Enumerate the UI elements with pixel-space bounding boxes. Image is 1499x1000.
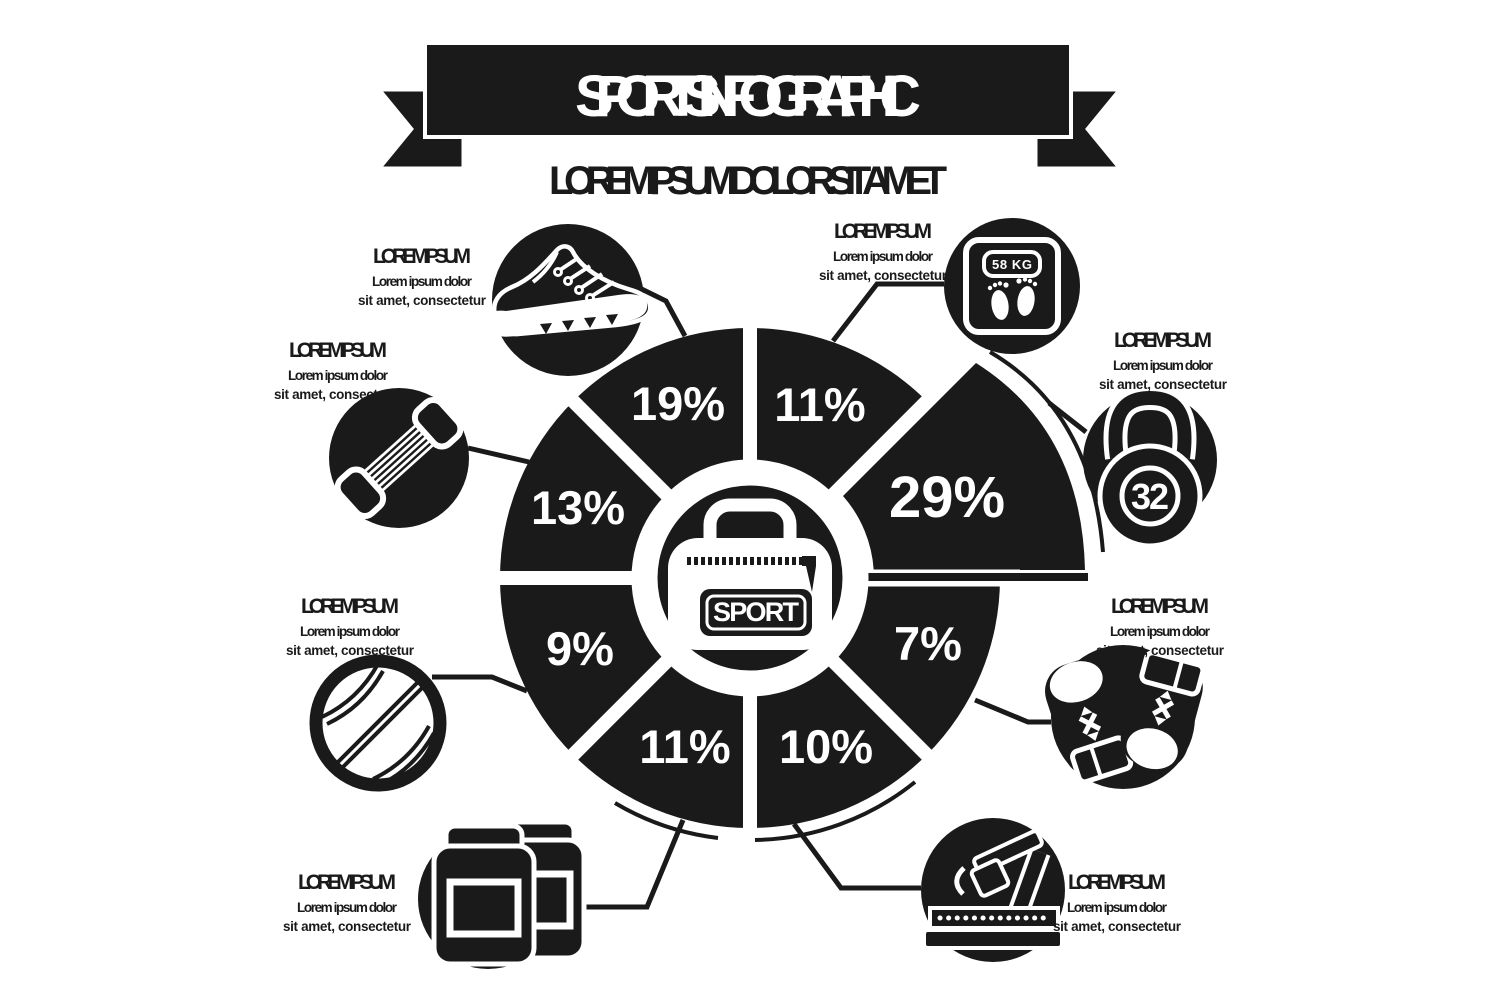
segment-value-7: 7% xyxy=(894,617,962,670)
poster-title: SPORTS INFOGRAPHIC xyxy=(575,64,921,129)
callout-line2: sit amet, consectetur xyxy=(819,268,948,283)
kettlebell-weight-value: 32 xyxy=(1131,476,1169,517)
pie-segment-19 xyxy=(573,327,750,495)
weight-scale-icon: 58 KG xyxy=(963,237,1061,335)
callout-treadmill: LOREM IPSUM Lorem ipsum dolor sit amet, … xyxy=(791,818,1182,962)
pie-segment-9 xyxy=(499,578,667,755)
segment-value-13: 13% xyxy=(531,481,625,534)
treadmill-icon xyxy=(922,829,1064,950)
segment-value-29: 29% xyxy=(889,465,1005,530)
callout-line1: Lorem ipsum dolor xyxy=(833,249,934,264)
callout-line2: sit amet, consectetur xyxy=(1099,377,1228,392)
segment-value-19: 19% xyxy=(631,377,725,430)
callout-title: LOREM IPSUM xyxy=(1111,595,1209,618)
callout-line1: Lorem ipsum dolor xyxy=(1067,900,1168,915)
pie-segment-11-bottom-left xyxy=(573,661,750,828)
pie-segment-13 xyxy=(499,401,667,578)
callout-boxing-gloves: LOREM IPSUM Lorem ipsum dolor sit amet, … xyxy=(974,595,1225,789)
callout-line1: Lorem ipsum dolor xyxy=(297,900,398,915)
boxing-gloves-icon xyxy=(1045,650,1206,785)
connector-line xyxy=(791,822,921,891)
connector-line xyxy=(831,281,944,343)
hand-expander-icon xyxy=(334,396,464,520)
callout-line2: sit amet, consectetur xyxy=(1053,919,1182,934)
callout-line2: sit amet, consectetur xyxy=(1096,643,1225,658)
connector-line xyxy=(1047,401,1088,434)
callout-hand-expander: LOREM IPSUM Lorem ipsum dolor sit amet, … xyxy=(274,339,530,528)
segment-value-11-bottom: 11% xyxy=(639,720,730,773)
title-ribbon: SPORTS INFOGRAPHIC xyxy=(376,41,1123,170)
basketball-seams xyxy=(321,663,436,788)
callout-title: LOREM IPSUM xyxy=(834,220,932,243)
callout-line1: Lorem ipsum dolor xyxy=(1110,624,1211,639)
callout-line1: Lorem ipsum dolor xyxy=(372,274,473,289)
pie-segment-29-exploded xyxy=(843,363,1085,570)
pie-segment-7 xyxy=(833,578,1000,755)
callout-title: LOREM IPSUM xyxy=(298,871,396,894)
pie-segment-10 xyxy=(750,661,927,829)
callout-line1: Lorem ipsum dolor xyxy=(288,368,389,383)
callout-line1: Lorem ipsum dolor xyxy=(300,624,401,639)
pie-chart: SPORT 19% 11% 29% 7% 10% 11% 9% 13% xyxy=(492,320,1105,842)
running-shoe-icon xyxy=(486,244,653,337)
connector-line xyxy=(432,674,528,694)
segment-value-11-top: 11% xyxy=(774,378,865,431)
bag-label: SPORT xyxy=(713,597,800,627)
callout-protein-jars: LOREM IPSUM Lorem ipsum dolor sit amet, … xyxy=(283,819,686,969)
callout-line1: Lorem ipsum dolor xyxy=(1113,358,1214,373)
callout-kettlebell: 32 LOREM IPSUM Lorem ipsum dolor sit ame… xyxy=(1047,329,1228,549)
segment-value-9: 9% xyxy=(546,622,614,675)
poster-subtitle: LOREM IPSUM DOLOR SIT AMET xyxy=(549,159,947,203)
sport-bag-icon: SPORT xyxy=(668,498,832,650)
callout-title: LOREM IPSUM xyxy=(1114,329,1212,352)
hub-ring xyxy=(631,459,869,697)
callout-title: LOREM IPSUM xyxy=(1068,871,1166,894)
decorative-offset-arcs xyxy=(613,350,1105,842)
protein-jars-icon xyxy=(431,819,587,967)
connector-line xyxy=(467,445,530,465)
callout-title: LOREM IPSUM xyxy=(373,245,471,268)
callout-line2: sit amet, consectetur xyxy=(274,387,403,402)
callout-line2: sit amet, consectetur xyxy=(286,643,415,658)
callout-running-shoe: LOREM IPSUM Lorem ipsum dolor sit amet, … xyxy=(358,224,688,376)
callout-weight-scale: 58 KG LOREM IPSUM Lorem ipsum dolor sit … xyxy=(819,218,1080,354)
scale-display-value: 58 KG xyxy=(992,257,1032,272)
pie-segment-11-top-right xyxy=(750,327,927,495)
callout-title: LOREM IPSUM xyxy=(289,339,387,362)
callout-line2: sit amet, consectetur xyxy=(358,293,487,308)
callout-line2: sit amet, consectetur xyxy=(283,919,412,934)
callout-title: LOREM IPSUM xyxy=(301,595,399,618)
connector-line xyxy=(974,697,1051,725)
ribbon-band xyxy=(423,41,1073,139)
segment-value-10: 10% xyxy=(779,720,873,773)
callout-basketball: LOREM IPSUM Lorem ipsum dolor sit amet, … xyxy=(286,595,528,792)
kettlebell-icon: 32 xyxy=(1097,385,1203,549)
